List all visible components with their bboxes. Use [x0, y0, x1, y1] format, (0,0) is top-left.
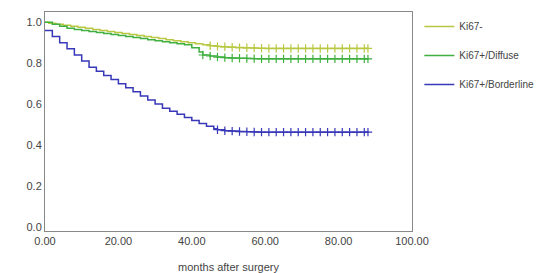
svg-text:Ki67+/Diffuse: Ki67+/Diffuse: [459, 50, 519, 61]
svg-text:60.00: 60.00: [251, 235, 279, 247]
svg-text:0.00: 0.00: [34, 235, 55, 247]
svg-text:80.00: 80.00: [325, 235, 353, 247]
svg-text:20.00: 20.00: [105, 235, 133, 247]
svg-text:0.4: 0.4: [27, 139, 42, 151]
svg-text:0.0: 0.0: [27, 221, 42, 233]
svg-text:0.2: 0.2: [27, 180, 42, 192]
svg-text:100.00: 100.00: [395, 235, 429, 247]
svg-text:Ki67+/Borderline: Ki67+/Borderline: [459, 79, 534, 90]
svg-text:Ki67-: Ki67-: [459, 21, 482, 32]
svg-text:1.0: 1.0: [27, 16, 42, 28]
svg-text:40.00: 40.00: [178, 235, 206, 247]
svg-text:months after surgery: months after surgery: [178, 261, 279, 273]
svg-text:0.8: 0.8: [27, 57, 42, 69]
svg-text:0.6: 0.6: [27, 98, 42, 110]
